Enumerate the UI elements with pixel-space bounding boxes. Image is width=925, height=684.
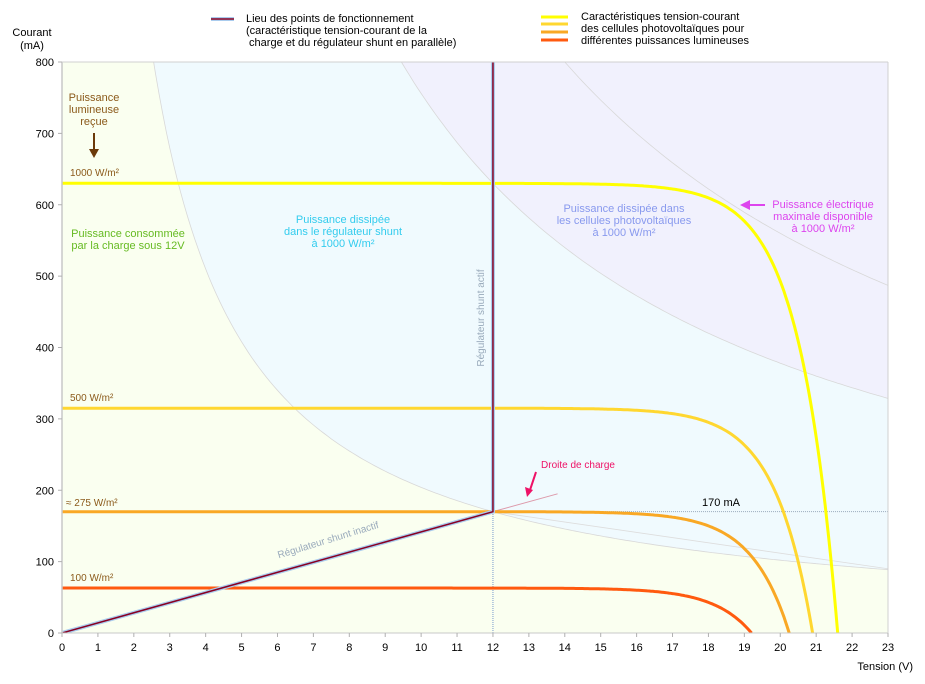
pv-curve-1 (62, 406, 815, 633)
x-tick-label: 7 (310, 642, 316, 654)
plot-area (62, 62, 888, 633)
x-tick-label: 20 (774, 642, 786, 654)
load-line-arrowhead (525, 487, 533, 497)
y-tick-label: 100 (36, 557, 54, 569)
y-tick-label: 800 (36, 57, 54, 69)
x-tick-label: 15 (595, 642, 607, 654)
consumed-power-label: Puissance consommée par la charge sous 12… (71, 228, 185, 252)
pv-curve-0 (62, 181, 840, 633)
legend-label-locus: Lieu des points de fonctionnement (caract… (246, 13, 456, 49)
pv-curve-3 (62, 586, 753, 633)
x-tick-label: 6 (274, 642, 280, 654)
x-tick-label: 5 (239, 642, 245, 654)
x-tick-label: 12 (487, 642, 499, 654)
x-tick-label: 23 (882, 642, 894, 654)
pv-curve-label-2: ≈ 275 W/m² (66, 498, 118, 509)
y-tick-label: 300 (36, 414, 54, 426)
x-tick-label: 1 (95, 642, 101, 654)
current-170-label: 170 mA (702, 497, 741, 509)
pv-curve-label-3: 100 W/m² (70, 573, 114, 584)
pv-curve-label-0: 1000 W/m² (70, 168, 120, 179)
max-power-arrowhead (740, 200, 750, 210)
y-tick-label: 400 (36, 343, 54, 355)
axes: 0 1 2 3 4 5 6 7 8 9 10 11 12 13 14 15 16 17 18 19 20 21 22 23 0… (12, 27, 913, 673)
load-line-label: Droite de charge (541, 460, 615, 471)
x-tick-label: 14 (559, 642, 571, 654)
x-tick-label: 11 (451, 642, 462, 654)
shunt-dissipated-label: Puissance dissipée dans le régulateur shu… (284, 214, 402, 250)
x-tick-label: 9 (382, 642, 388, 654)
legend-label-pv: Caractéristiques tension-courant des cell… (581, 11, 749, 47)
y-tick-label: 200 (36, 485, 54, 497)
y-tick-label: 500 (36, 271, 54, 283)
x-tick-label: 2 (131, 642, 137, 654)
load-line-ext (492, 511, 888, 570)
light-power-arrowhead (89, 149, 99, 158)
x-tick-label: 22 (846, 642, 858, 654)
load-line (492, 493, 558, 513)
pv-curve-label-1: 500 W/m² (70, 393, 114, 404)
x-tick-label: 8 (346, 642, 352, 654)
x-tick-label: 17 (666, 642, 678, 654)
y-axis-label: Courant (mA) (12, 27, 51, 52)
region-cell-power (400, 62, 888, 399)
legend: Lieu des points de fonctionnement (caract… (211, 11, 749, 49)
x-tick-label: 3 (167, 642, 173, 654)
operating-locus (62, 62, 494, 633)
light-power-label: Puissance lumineuse reçue (69, 92, 120, 128)
x-tick-label: 13 (523, 642, 535, 654)
x-axis-label: Tension (V) (857, 661, 913, 673)
x-tick-label: 4 (203, 642, 209, 654)
legend-entry-pv: Caractéristiques tension-courant des cell… (541, 11, 749, 47)
shunt-active-label: Régulateur shunt actif (476, 269, 487, 367)
x-tick-label: 0 (59, 642, 65, 654)
x-tick-label: 21 (810, 642, 822, 654)
y-tick-label: 600 (36, 200, 54, 212)
pv-curve-2 (62, 510, 791, 633)
y-tick-label: 700 (36, 128, 54, 140)
max-power-hyperbola (564, 62, 888, 286)
x-tick-label: 19 (738, 642, 750, 654)
load-line-arrow (529, 471, 537, 491)
y-tick-label: 0 (48, 628, 54, 640)
legend-entry-locus: Lieu des points de fonctionnement (caract… (211, 13, 456, 49)
cells-dissipated-label: Puissance dissipée dans les cellules phot… (557, 203, 692, 239)
x-tick-label: 18 (702, 642, 714, 654)
max-power-label: Puissance électrique maximale disponible à… (772, 199, 874, 235)
x-tick-label: 16 (630, 642, 642, 654)
x-tick-label: 10 (415, 642, 427, 654)
